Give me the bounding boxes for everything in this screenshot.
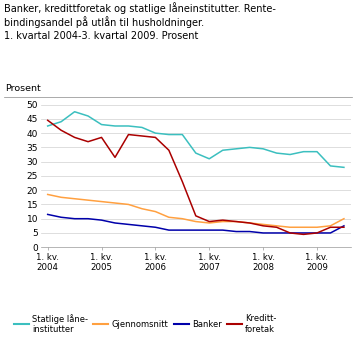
Legend: Statlige låne-
institutter, Gjennomsnitt, Banker, Kreditt-
foretak: Statlige låne- institutter, Gjennomsnitt… [14, 314, 276, 334]
Text: Prosent: Prosent [5, 84, 41, 93]
Text: Banker, kredittforetak og statlige låneinstitutter. Rente-
bindingsandel på utlå: Banker, kredittforetak og statlige lånei… [4, 2, 276, 41]
